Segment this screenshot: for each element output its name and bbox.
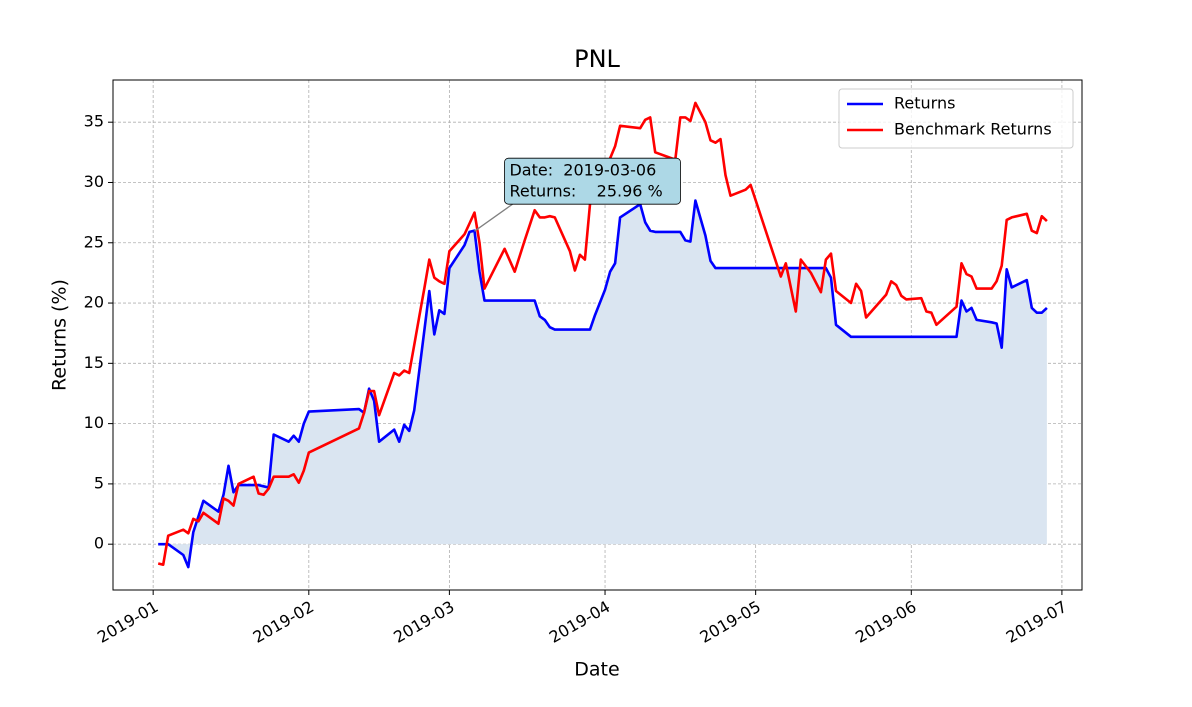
y-tick-label: 0 — [94, 534, 104, 553]
y-tick-label: 20 — [84, 293, 104, 312]
x-axis-label: Date — [574, 659, 619, 681]
legend-label: Benchmark Returns — [894, 120, 1052, 139]
chart-title: PNL — [574, 45, 620, 73]
y-tick-label: 5 — [94, 473, 104, 492]
y-tick-label: 10 — [84, 413, 104, 432]
y-tick-label: 35 — [84, 112, 104, 131]
y-tick-label: 25 — [84, 232, 104, 251]
annotation-arrow — [474, 203, 513, 232]
annotation-text: Returns: 25.96 % — [509, 182, 662, 201]
plot-frame — [112, 79, 1083, 591]
y-tick-label: 15 — [84, 353, 104, 372]
annotation-text: Date: 2019-03-06 — [509, 161, 656, 180]
y-axis-label: Returns (%) — [49, 279, 71, 391]
line — [158, 199, 1048, 569]
legend-label: Returns — [894, 94, 955, 113]
y-tick-label: 30 — [84, 172, 104, 191]
area — [158, 200, 1047, 568]
legend-box — [838, 88, 1074, 149]
annotation-box — [504, 157, 681, 205]
